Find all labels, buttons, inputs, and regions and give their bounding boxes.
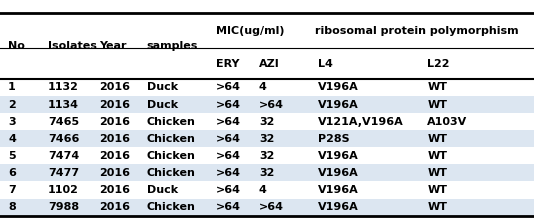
Text: 7477: 7477 [48,168,79,178]
Text: 2016: 2016 [99,117,130,127]
Text: P28S: P28S [318,134,349,144]
Text: 3: 3 [8,117,15,127]
Text: L22: L22 [427,58,450,69]
Text: A103V: A103V [427,117,467,127]
Text: 1134: 1134 [48,99,79,110]
Text: 32: 32 [259,134,274,144]
Text: 6: 6 [8,168,16,178]
Text: V196A: V196A [318,168,358,178]
Text: 2016: 2016 [99,99,130,110]
Text: 7: 7 [8,185,16,195]
FancyBboxPatch shape [0,130,534,147]
Text: 2: 2 [8,99,16,110]
Text: ribosomal protein polymorphism: ribosomal protein polymorphism [315,26,519,36]
Text: Chicken: Chicken [147,202,196,212]
Text: WT: WT [427,185,447,195]
Text: samples: samples [147,41,198,51]
Text: 5: 5 [8,151,15,161]
Text: 1102: 1102 [48,185,79,195]
FancyBboxPatch shape [0,164,534,182]
Text: 2016: 2016 [99,82,130,92]
Text: 2016: 2016 [99,168,130,178]
Text: 7474: 7474 [48,151,80,161]
Text: 1: 1 [8,82,16,92]
Text: >64: >64 [216,99,241,110]
Text: 4: 4 [259,185,267,195]
Text: WT: WT [427,99,447,110]
Text: Duck: Duck [147,82,178,92]
Text: 7465: 7465 [48,117,79,127]
Text: 2016: 2016 [99,202,130,212]
Text: Chicken: Chicken [147,168,196,178]
Text: 1132: 1132 [48,82,79,92]
Text: V196A: V196A [318,82,358,92]
Text: Year: Year [99,41,126,51]
Text: V196A: V196A [318,99,358,110]
Text: 4: 4 [8,134,16,144]
Text: Chicken: Chicken [147,151,196,161]
Text: V196A: V196A [318,185,358,195]
Text: 2016: 2016 [99,185,130,195]
Text: WT: WT [427,82,447,92]
FancyBboxPatch shape [0,96,534,113]
Text: WT: WT [427,202,447,212]
Text: 32: 32 [259,117,274,127]
Text: >64: >64 [259,99,284,110]
Text: 7466: 7466 [48,134,80,144]
Text: >64: >64 [216,82,241,92]
Text: L4: L4 [318,58,333,69]
Text: 7988: 7988 [48,202,79,212]
Text: MIC(ug/ml): MIC(ug/ml) [216,26,285,36]
Text: >64: >64 [216,185,241,195]
Text: Duck: Duck [147,99,178,110]
Text: WT: WT [427,151,447,161]
Text: >64: >64 [216,168,241,178]
Text: V196A: V196A [318,202,358,212]
Text: >64: >64 [216,134,241,144]
Text: Isolates: Isolates [48,41,97,51]
Text: No: No [8,41,25,51]
Text: WT: WT [427,134,447,144]
Text: >64: >64 [216,151,241,161]
Text: AZI: AZI [259,58,280,69]
Text: >64: >64 [216,202,241,212]
Text: WT: WT [427,168,447,178]
Text: Chicken: Chicken [147,117,196,127]
Text: ERY: ERY [216,58,240,69]
Text: 8: 8 [8,202,16,212]
Text: 32: 32 [259,168,274,178]
Text: 32: 32 [259,151,274,161]
Text: 4: 4 [259,82,267,92]
Text: V196A: V196A [318,151,358,161]
Text: >64: >64 [216,117,241,127]
Text: V121A,V196A: V121A,V196A [318,117,404,127]
Text: >64: >64 [259,202,284,212]
Text: 2016: 2016 [99,134,130,144]
Text: Duck: Duck [147,185,178,195]
FancyBboxPatch shape [0,199,534,216]
Text: Chicken: Chicken [147,134,196,144]
Text: 2016: 2016 [99,151,130,161]
